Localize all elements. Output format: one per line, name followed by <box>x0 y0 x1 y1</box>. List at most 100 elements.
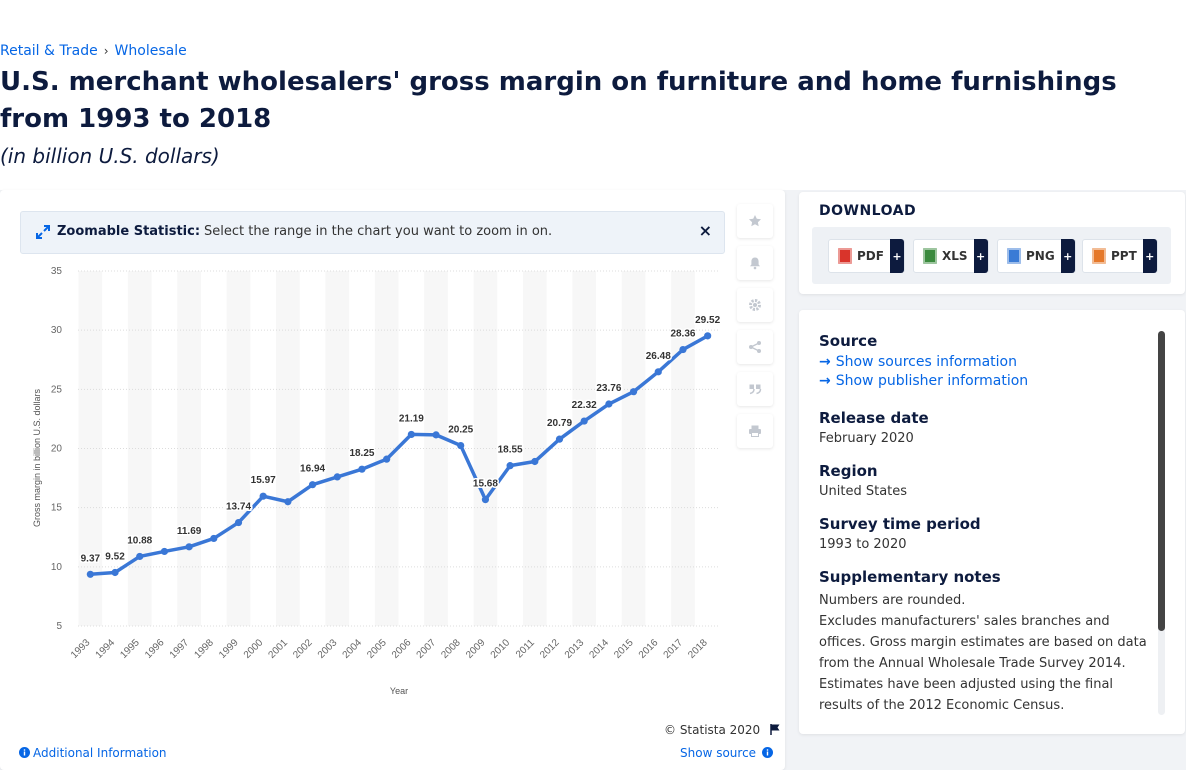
download-bar: PDF + XLS + PNG + PPT + <box>812 227 1171 284</box>
data-label: 15.68 <box>473 479 498 490</box>
scrollbar-thumb[interactable] <box>1158 331 1165 631</box>
bell-icon <box>750 257 760 270</box>
data-label: 11.69 <box>177 526 202 537</box>
data-point <box>457 441 465 450</box>
data-point <box>234 518 243 527</box>
pdf-file-icon <box>838 248 852 264</box>
column-band <box>226 271 251 626</box>
x-tick-label: 2000 <box>242 637 266 661</box>
y-tick-label: 25 <box>51 384 63 395</box>
download-png-button[interactable]: PNG + <box>997 239 1076 273</box>
data-point <box>531 457 539 466</box>
source-heading: Source <box>819 332 878 350</box>
y-axis-ticks: 5 10 15 20 25 30 35 <box>51 266 63 632</box>
x-tick-label: 2006 <box>390 637 414 661</box>
release-date-heading: Release date <box>819 409 929 427</box>
info-icon <box>19 747 30 758</box>
show-source-link[interactable]: Show source <box>680 746 773 760</box>
header-band <box>0 0 1186 190</box>
share-button[interactable] <box>737 330 773 364</box>
print-button[interactable] <box>737 414 773 448</box>
data-point <box>86 570 94 578</box>
arrow-right-icon: → <box>819 354 831 370</box>
column-band <box>276 271 300 626</box>
column-band <box>325 271 350 626</box>
supplementary-note: Numbers are rounded. <box>819 593 966 608</box>
copyright-text: © Statista 2020 <box>664 723 761 737</box>
settings-button[interactable] <box>737 288 773 322</box>
x-tick-label: 1999 <box>217 637 241 661</box>
breadcrumb: Retail & Trade › Wholesale <box>0 43 187 59</box>
column-band <box>671 271 695 626</box>
download-title: DOWNLOAD <box>819 203 917 219</box>
data-label: 9.52 <box>105 552 125 563</box>
zoom-banner-label: Zoomable Statistic: <box>57 224 201 239</box>
data-point <box>481 496 490 504</box>
x-tick-label: 2014 <box>587 637 611 661</box>
page-subtitle: (in billion U.S. dollars) <box>0 144 220 168</box>
x-tick-label: 2007 <box>415 637 439 661</box>
quote-icon <box>749 384 762 395</box>
data-point <box>679 345 687 354</box>
data-point <box>383 455 391 463</box>
column-bands <box>78 271 695 626</box>
column-band <box>424 271 448 626</box>
download-ppt-button[interactable]: PPT + <box>1082 239 1158 273</box>
data-point <box>333 473 341 481</box>
y-axis-label: Gross margin in billion U.S. dollars <box>32 388 42 527</box>
data-label: 9.37 <box>81 553 101 564</box>
download-pdf-plus: + <box>889 239 904 273</box>
breadcrumb-separator: › <box>103 44 109 58</box>
breadcrumb-wholesale[interactable]: Wholesale <box>114 43 187 59</box>
x-tick-label: 1993 <box>69 637 93 661</box>
y-tick-label: 30 <box>51 325 63 336</box>
x-tick-label: 2003 <box>316 637 340 661</box>
data-label: 18.55 <box>498 445 523 456</box>
x-tick-label: 2001 <box>266 637 290 661</box>
x-tick-label: 2017 <box>662 637 686 661</box>
notification-button[interactable] <box>737 246 773 280</box>
survey-period-heading: Survey time period <box>819 515 981 533</box>
x-tick-label: 2004 <box>341 637 365 661</box>
data-label: 10.88 <box>127 535 152 546</box>
data-label: 20.79 <box>547 418 572 429</box>
supplementary-note: Excludes manufacturers' sales branches a… <box>819 614 1147 713</box>
data-point <box>506 462 514 470</box>
statistic-info-card: Source → Show sources information → Show p… <box>799 310 1185 734</box>
show-sources-link[interactable]: → Show sources information <box>819 354 1149 370</box>
column-band <box>572 271 597 626</box>
x-tick-label: 2012 <box>538 637 562 661</box>
x-tick-label: 2010 <box>489 637 513 661</box>
info-scrollbar[interactable] <box>1158 331 1165 715</box>
printer-icon <box>749 425 761 437</box>
region-value: United States <box>819 484 908 499</box>
chart-toolbar <box>737 204 773 456</box>
additional-information-text: Additional Information <box>33 746 167 760</box>
column-band <box>374 271 399 626</box>
breadcrumb-retail-trade[interactable]: Retail & Trade <box>0 43 98 59</box>
data-point <box>629 388 638 396</box>
close-icon[interactable]: × <box>698 221 712 240</box>
data-label: 28.36 <box>670 329 695 340</box>
gear-icon <box>749 299 761 311</box>
download-png-plus: + <box>1060 239 1075 273</box>
statista-copyright[interactable]: © Statista 2020 <box>664 723 781 737</box>
data-label: 15.97 <box>251 475 276 486</box>
x-tick-label: 1996 <box>143 637 167 661</box>
x-axis-label: Year <box>390 686 408 696</box>
additional-information-link[interactable]: Additional Information <box>19 746 167 760</box>
download-xls-button[interactable]: XLS + <box>913 239 989 273</box>
download-pdf-button[interactable]: PDF + <box>828 239 905 273</box>
cite-button[interactable] <box>737 372 773 406</box>
column-band <box>127 271 152 626</box>
download-ppt-label: PPT <box>1111 249 1137 263</box>
info-scroll-area[interactable]: Source → Show sources information → Show p… <box>819 332 1149 718</box>
line-chart[interactable]: 5 10 15 20 25 30 35 1993 1994 1995 1996 1997 1998 19… <box>0 250 730 710</box>
release-date-value: February 2020 <box>819 431 914 446</box>
data-label: 16.94 <box>300 464 325 475</box>
data-point <box>111 568 119 577</box>
show-publisher-link[interactable]: → Show publisher information <box>819 373 1149 389</box>
region-heading: Region <box>819 462 878 480</box>
favorite-button[interactable] <box>737 204 773 238</box>
